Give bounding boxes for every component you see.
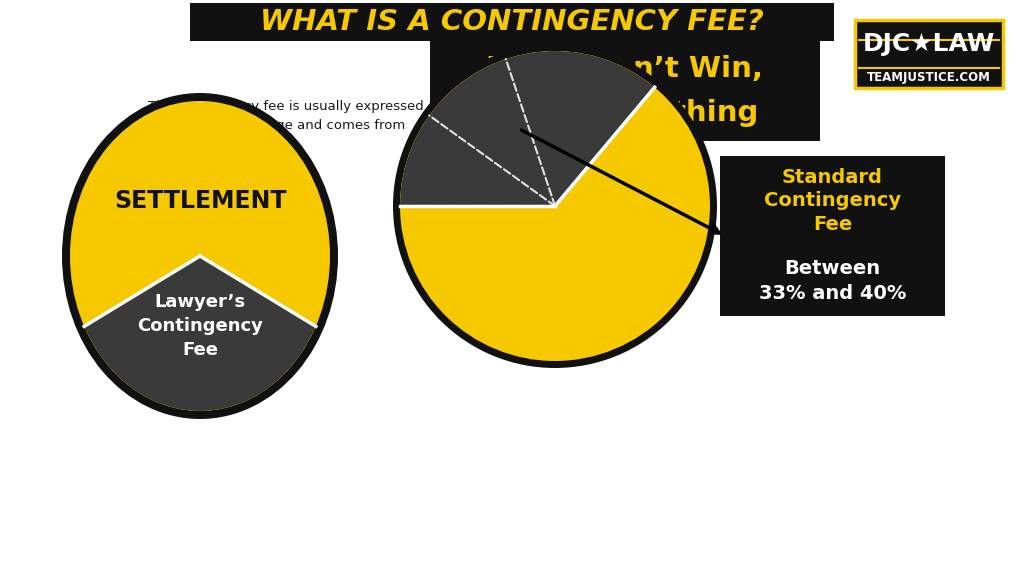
FancyBboxPatch shape [720,156,945,316]
Text: You Pay Nothing: You Pay Nothing [490,99,759,127]
Text: SETTLEMENT: SETTLEMENT [114,189,287,213]
FancyBboxPatch shape [430,41,820,141]
Text: Standard
Contingency
Fee: Standard Contingency Fee [764,168,901,234]
Ellipse shape [62,93,338,419]
Text: If You Don’t Win,: If You Don’t Win, [486,55,764,83]
Text: Between
33% and 40%: Between 33% and 40% [759,259,906,303]
Circle shape [400,51,710,361]
Text: Lawyer’s
Contingency
Fee: Lawyer’s Contingency Fee [137,293,263,359]
Text: DJC★LAW: DJC★LAW [863,32,995,56]
Circle shape [393,44,717,368]
Polygon shape [400,51,654,206]
Text: TEAMJUSTICE.COM: TEAMJUSTICE.COM [867,70,991,84]
Ellipse shape [70,101,330,411]
Polygon shape [84,256,315,411]
Text: The contingency fee is usually expressed
as a fixed percentage and comes from
yo: The contingency fee is usually expressed… [148,100,424,150]
FancyBboxPatch shape [855,20,1002,88]
FancyBboxPatch shape [190,3,834,41]
Text: WHAT IS A CONTINGENCY FEE?: WHAT IS A CONTINGENCY FEE? [260,8,764,36]
